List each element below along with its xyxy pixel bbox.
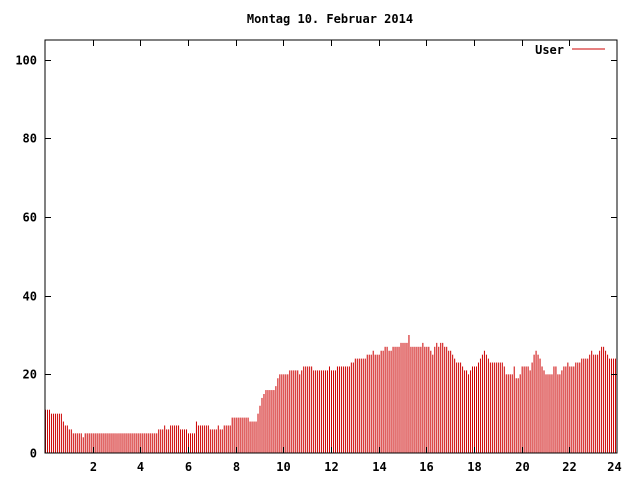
x-tick-label: 2 bbox=[90, 460, 97, 474]
x-tick-label: 24 bbox=[607, 460, 621, 474]
x-tick-label: 22 bbox=[562, 460, 576, 474]
x-tick-label: 16 bbox=[419, 460, 433, 474]
x-tick-label: 6 bbox=[185, 460, 192, 474]
chart-title: Montag 10. Februar 2014 bbox=[247, 12, 413, 26]
x-tick-label: 18 bbox=[467, 460, 481, 474]
axis-ticks bbox=[45, 40, 617, 453]
y-tick-label: 20 bbox=[23, 368, 37, 382]
x-tick-label: 20 bbox=[515, 460, 529, 474]
x-tick-label: 8 bbox=[233, 460, 240, 474]
y-tick-label: 80 bbox=[23, 132, 37, 146]
y-tick-label: 40 bbox=[23, 290, 37, 304]
legend-label: User bbox=[535, 43, 564, 57]
y-tick-label: 0 bbox=[30, 447, 37, 461]
y-tick-labels: 0 20 40 60 80 100 bbox=[15, 54, 37, 461]
legend: User bbox=[535, 43, 605, 57]
x-tick-labels: 2 4 6 8 10 12 14 16 18 20 22 24 bbox=[90, 460, 622, 474]
x-tick-label: 4 bbox=[137, 460, 144, 474]
x-tick-label: 10 bbox=[276, 460, 290, 474]
plot-border bbox=[44, 39, 618, 454]
x-tick-label: 14 bbox=[372, 460, 386, 474]
y-tick-label: 60 bbox=[23, 211, 37, 225]
x-tick-label: 12 bbox=[324, 460, 338, 474]
bar-group bbox=[45, 335, 617, 453]
y-tick-label: 100 bbox=[15, 54, 37, 68]
